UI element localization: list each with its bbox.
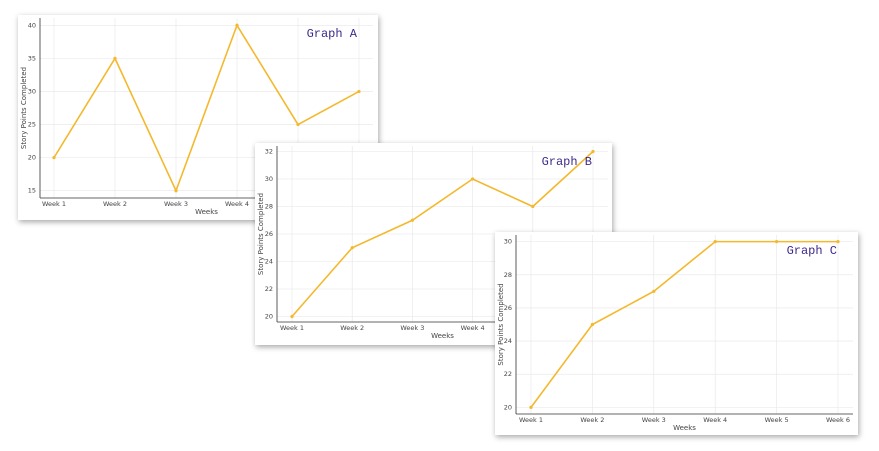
y-tick-label: 24 (265, 258, 273, 266)
point (350, 246, 354, 250)
x-tick-label: Week 2 (580, 416, 604, 424)
y-tick-label: 22 (265, 285, 273, 293)
point (590, 322, 595, 327)
y-tick-label: 20 (265, 313, 273, 321)
chart-panel: 20 22 24 26 28 30 Week 1 Week 2 Week 3 Week 4 Week… (495, 232, 858, 435)
point (531, 204, 535, 209)
point (410, 218, 414, 222)
y-tick-label: 26 (265, 230, 273, 238)
y-tick-label: 25 (28, 121, 36, 129)
x-tick-label: Week 4 (703, 416, 727, 424)
x-tick-label: Week 3 (400, 324, 424, 332)
line (530, 240, 838, 408)
x-axis-title: Weeks (431, 332, 454, 340)
y-tick-label: 35 (28, 54, 36, 62)
y-tick-label: 32 (265, 148, 273, 156)
point (290, 314, 294, 319)
y-axis-title: Story Points Completed (20, 67, 28, 149)
y-axis-title: Story Points Completed (257, 193, 265, 275)
x-tick-label: Week 4 (461, 324, 485, 332)
x-tick-label: Week 1 (42, 200, 66, 208)
panel-background (495, 232, 858, 435)
y-tick-label: 26 (504, 304, 512, 312)
x-axis-title: Weeks (673, 424, 696, 432)
point (471, 177, 475, 181)
point (775, 240, 779, 244)
x-tick-label: Week 6 (826, 416, 850, 424)
point (652, 289, 656, 293)
y-axis-title: Story Points Completed (497, 283, 505, 365)
x-tick-label: Week 1 (519, 416, 543, 424)
graph-title: Graph B (542, 155, 592, 169)
chart-panel: 15 20 25 30 35 40 Week 1 Week 2 Week 3 Week 4 Week… (18, 15, 378, 220)
graph-title: Graph C (787, 244, 837, 258)
line (53, 23, 360, 193)
y-tick-label: 15 (28, 187, 36, 195)
point (296, 122, 300, 127)
point (836, 240, 840, 244)
point (113, 56, 117, 60)
y-tick-label: 20 (504, 403, 512, 411)
x-tick-label: Week 1 (280, 324, 304, 332)
y-tick-label: 28 (504, 271, 512, 279)
x-tick-label: Week 2 (103, 200, 127, 208)
x-tick-label: Week 4 (225, 200, 249, 208)
line (291, 150, 594, 318)
y-tick-label: 30 (28, 87, 36, 95)
y-tick-label: 28 (265, 203, 273, 211)
point (174, 189, 178, 193)
y-tick-label: 30 (504, 238, 512, 246)
y-tick-label: 20 (28, 154, 36, 162)
point (529, 405, 533, 409)
y-tick-label: 40 (28, 21, 36, 29)
point (357, 89, 361, 94)
x-tick-label: Week 2 (340, 324, 364, 332)
x-tick-label: Week 3 (164, 200, 188, 208)
point (591, 149, 595, 154)
y-tick-label: 30 (265, 175, 273, 183)
x-axis-title: Weeks (195, 208, 218, 216)
y-tick-label: 22 (504, 370, 512, 378)
point (713, 240, 717, 244)
x-tick-label: Week 5 (765, 416, 789, 424)
point (52, 156, 56, 160)
point (235, 23, 239, 27)
graph-title: Graph A (307, 27, 358, 41)
y-tick-label: 24 (504, 337, 512, 345)
x-tick-label: Week 3 (642, 416, 666, 424)
